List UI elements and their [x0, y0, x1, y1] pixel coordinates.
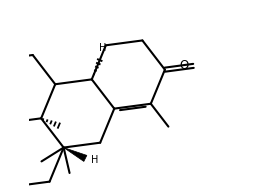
- Text: O: O: [180, 59, 189, 72]
- Text: H: H: [91, 155, 98, 164]
- Polygon shape: [64, 148, 87, 161]
- Text: H: H: [99, 43, 106, 53]
